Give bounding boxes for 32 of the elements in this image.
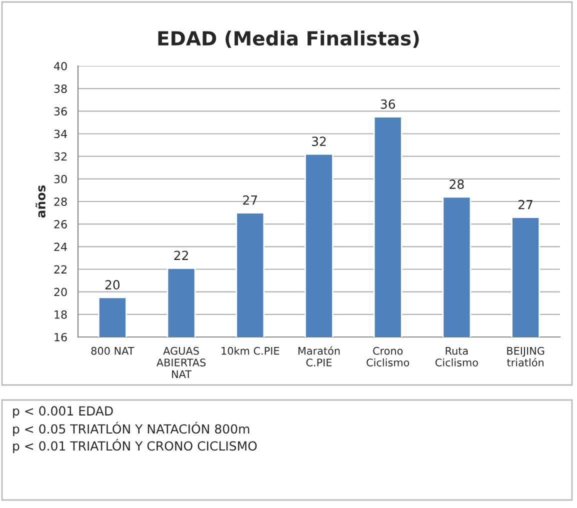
data-label: 27 xyxy=(518,200,532,210)
x-tick-label: Maratón C.PIE xyxy=(298,346,340,366)
data-label: 22 xyxy=(174,250,188,260)
x-tick-label: Crono Ciclismo xyxy=(366,346,410,366)
data-label: 32 xyxy=(312,136,326,146)
y-tick-label: 18 xyxy=(54,310,67,319)
chart-title: EDAD (Media Finalistas) xyxy=(158,30,419,48)
y-tick-label: 38 xyxy=(54,84,67,93)
text: p < 0.01 TRIATLÓN Y CRONO CICLISMO xyxy=(13,438,257,454)
text: p < 0.001 EDAD xyxy=(13,406,113,418)
data-label: 36 xyxy=(380,99,396,109)
data-label: 27 xyxy=(243,195,258,205)
y-tick-label: 40 xyxy=(54,62,67,70)
data-label: 20 xyxy=(105,280,120,290)
x-tick-label: 800 NAT xyxy=(91,346,134,355)
y-tick-label: 34 xyxy=(54,130,67,138)
y-tick-label: 30 xyxy=(54,174,67,184)
y-tick-label: 20 xyxy=(54,288,67,296)
y-axis-title: años xyxy=(36,185,46,218)
y-tick-label: 26 xyxy=(54,220,67,228)
y-tick-label: 24 xyxy=(54,242,67,251)
text: p < 0.05 TRIATLÓN Y NATACIÓN 800m xyxy=(13,422,250,436)
y-tick-label: 32 xyxy=(54,152,66,161)
y-tick-label: 16 xyxy=(54,332,67,342)
x-tick-label: BEIJING triatlón xyxy=(507,346,544,366)
x-tick-label: Ruta Ciclismo xyxy=(435,347,478,366)
y-tick-label: 36 xyxy=(54,107,67,116)
x-tick-label: AGUAS ABIERTAS NAT xyxy=(156,346,206,378)
y-tick-label: 22 xyxy=(54,265,66,274)
data-label: 28 xyxy=(450,180,464,190)
y-tick-label: 28 xyxy=(54,197,67,206)
x-tick-label: 10km C.PIE xyxy=(222,346,280,355)
